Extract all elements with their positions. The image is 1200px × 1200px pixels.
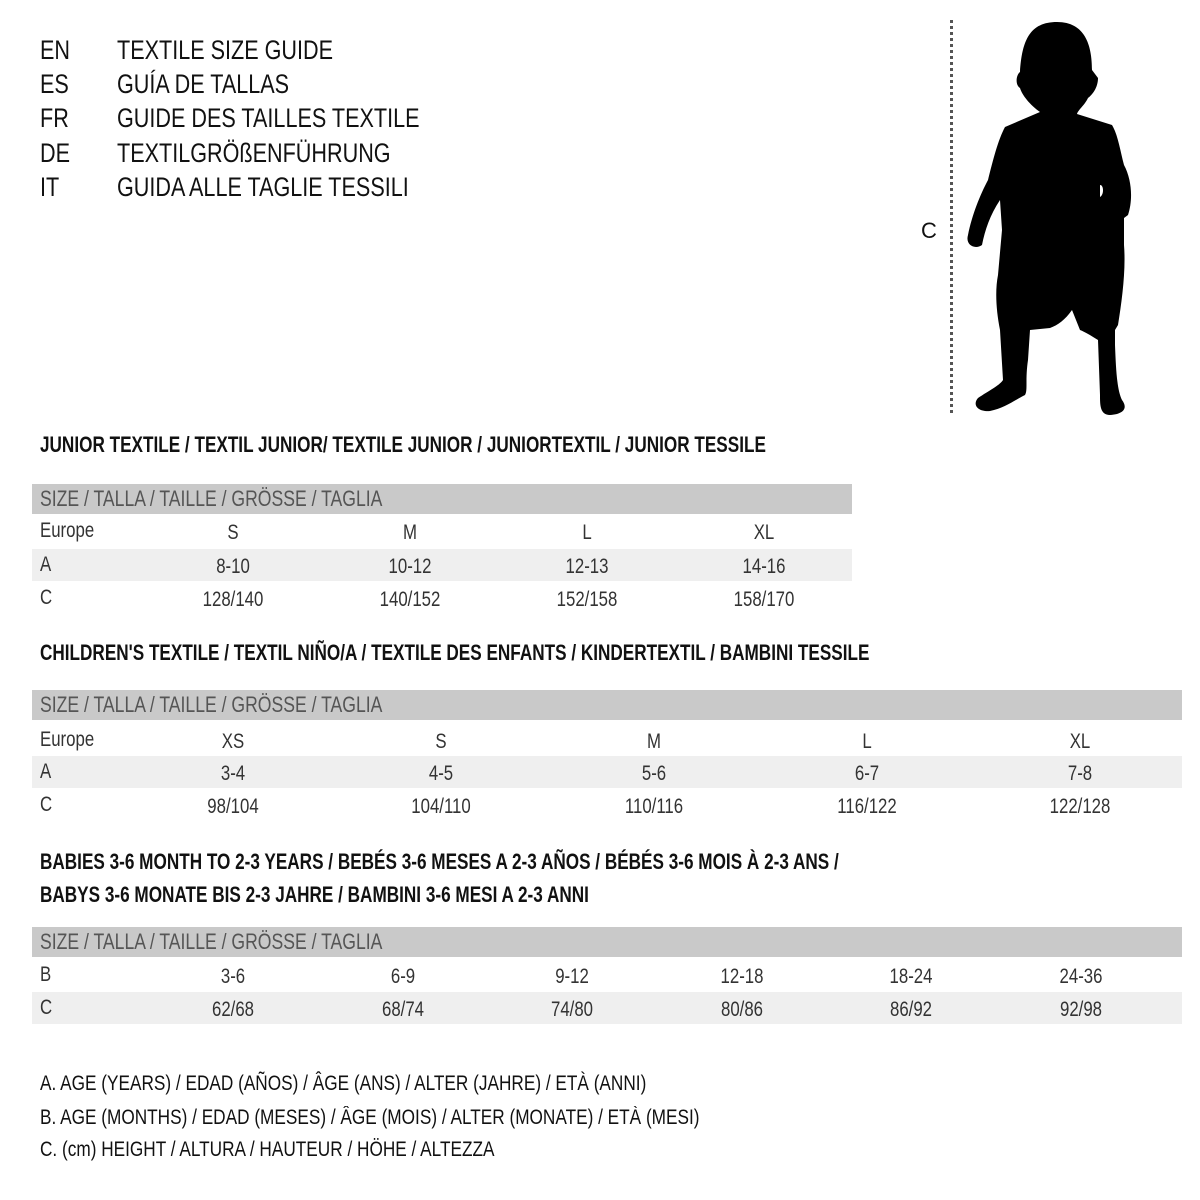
table-cell: 116/122 xyxy=(837,795,897,818)
language-code: EN xyxy=(40,33,78,67)
table-cell: 4-5 xyxy=(428,762,454,785)
language-code: IT xyxy=(40,170,64,204)
row-label: C xyxy=(40,586,53,609)
language-title-text: TEXTILE SIZE GUIDE xyxy=(117,35,334,65)
table-cell: 5-6 xyxy=(641,762,667,785)
table-cell: 128/140 xyxy=(202,588,264,611)
table-cell: 158/170 xyxy=(733,588,795,611)
table-header: SIZE / TALLA / TAILLE / GRÖSSE / TAGLIA xyxy=(40,929,468,955)
table-cell: 6-9 xyxy=(390,965,416,988)
table-cell: 12-13 xyxy=(565,555,609,578)
table-row-shading xyxy=(32,756,1182,788)
section-heading: JUNIOR TEXTILE / TEXTIL JUNIOR/ TEXTILE … xyxy=(40,432,971,458)
table-cell: 12-18 xyxy=(720,965,764,988)
table-cell: M xyxy=(403,521,417,544)
table-cell: XL xyxy=(1069,730,1091,753)
table-header: SIZE / TALLA / TAILLE / GRÖSSE / TAGLIA xyxy=(40,692,468,718)
language-title: TEXTILGRÖßENFÜHRUNG xyxy=(117,136,459,170)
table-row-shading xyxy=(32,549,852,581)
language-code: FR xyxy=(40,101,76,135)
table-cell: 86/92 xyxy=(889,998,933,1021)
table-cell: 9-12 xyxy=(555,965,589,988)
table-cell: M xyxy=(647,730,661,753)
table-cell: 7-8 xyxy=(1067,762,1093,785)
table-cell: 14-16 xyxy=(742,555,786,578)
section-heading-text: BABIES 3-6 MONTH TO 2-3 YEARS / BEBÉS 3-… xyxy=(40,849,839,874)
language-title: TEXTILE SIZE GUIDE xyxy=(117,33,387,67)
language-code-text: FR xyxy=(40,103,69,133)
footnote-text: B. AGE (MONTHS) / EDAD (MESES) / ÂGE (MO… xyxy=(40,1106,700,1129)
height-measure-label: C xyxy=(921,218,937,243)
table-cell: XL xyxy=(753,521,775,544)
footnote: B. AGE (MONTHS) / EDAD (MESES) / ÂGE (MO… xyxy=(40,1106,844,1130)
language-title: GUÍA DE TALLAS xyxy=(117,67,332,101)
table-cell: L xyxy=(582,521,592,544)
section-heading: BABYS 3-6 MONATE BIS 2-3 JAHRE / BAMBINI… xyxy=(40,882,744,908)
table-header-text: SIZE / TALLA / TAILLE / GRÖSSE / TAGLIA xyxy=(40,929,383,954)
table-cell: 3-6 xyxy=(220,965,246,988)
row-label: A xyxy=(40,760,52,783)
language-code-text: EN xyxy=(40,35,71,65)
table-cell: 68/74 xyxy=(381,998,425,1021)
table-header-text: SIZE / TALLA / TAILLE / GRÖSSE / TAGLIA xyxy=(40,486,383,511)
table-cell: S xyxy=(227,521,239,544)
table-cell: S xyxy=(435,730,447,753)
table-row-shading xyxy=(32,992,1182,1024)
table-cell: 3-4 xyxy=(220,762,246,785)
table-header-band xyxy=(32,927,1182,957)
footnote: C. (cm) HEIGHT / ALTURA / HAUTEUR / HÖHE… xyxy=(40,1138,594,1162)
table-cell: 140/152 xyxy=(379,588,441,611)
table-header-band xyxy=(32,690,1182,720)
table-cell: 80/86 xyxy=(720,998,764,1021)
row-label: Europe xyxy=(40,728,95,751)
table-cell: 122/128 xyxy=(1049,795,1111,818)
language-title-text: GUÍA DE TALLAS xyxy=(117,69,290,99)
table-cell: XS xyxy=(221,730,245,753)
language-title: GUIDA ALLE TAGLIE TESSILI xyxy=(117,170,482,204)
language-title: GUIDE DES TAILLES TEXTILE xyxy=(117,101,495,135)
language-code-text: IT xyxy=(40,172,60,202)
table-cell: 98/104 xyxy=(207,795,259,818)
language-title-text: GUIDA ALLE TAGLIE TESSILI xyxy=(117,172,409,202)
language-code-text: ES xyxy=(40,69,69,99)
table-header-text: SIZE / TALLA / TAILLE / GRÖSSE / TAGLIA xyxy=(40,692,383,717)
table-cell: 24-36 xyxy=(1059,965,1103,988)
table-header-band xyxy=(32,484,852,514)
table-cell: 110/116 xyxy=(624,795,684,818)
section-heading-text: BABYS 3-6 MONATE BIS 2-3 JAHRE / BAMBINI… xyxy=(40,882,589,907)
footnote: A. AGE (YEARS) / EDAD (AÑOS) / ÂGE (ANS)… xyxy=(40,1072,779,1096)
section-heading-text: CHILDREN'S TEXTILE / TEXTIL NIÑO/A / TEX… xyxy=(40,640,870,665)
footnote-text: A. AGE (YEARS) / EDAD (AÑOS) / ÂGE (ANS)… xyxy=(40,1072,647,1095)
row-label: Europe xyxy=(40,519,95,542)
table-cell: 8-10 xyxy=(216,555,250,578)
table-cell: 10-12 xyxy=(388,555,432,578)
row-label: B xyxy=(40,963,52,986)
row-label: C xyxy=(40,996,53,1019)
child-silhouette-icon xyxy=(967,22,1132,415)
section-heading-text: JUNIOR TEXTILE / TEXTIL JUNIOR/ TEXTILE … xyxy=(40,432,766,457)
section-heading: BABIES 3-6 MONTH TO 2-3 YEARS / BEBÉS 3-… xyxy=(40,849,1064,875)
language-code-text: DE xyxy=(40,138,71,168)
row-label: A xyxy=(40,553,52,576)
table-cell: 74/80 xyxy=(550,998,594,1021)
table-header: SIZE / TALLA / TAILLE / GRÖSSE / TAGLIA xyxy=(40,486,468,512)
table-cell: 6-7 xyxy=(854,762,880,785)
table-cell: 18-24 xyxy=(889,965,933,988)
height-measure-line xyxy=(950,20,953,413)
language-title-text: TEXTILGRÖßENFÜHRUNG xyxy=(117,138,391,168)
table-cell: 104/110 xyxy=(411,795,471,818)
table-cell: 92/98 xyxy=(1059,998,1103,1021)
footnote-text: C. (cm) HEIGHT / ALTURA / HAUTEUR / HÖHE… xyxy=(40,1138,495,1161)
language-title-text: GUIDE DES TAILLES TEXTILE xyxy=(117,103,420,133)
section-heading: CHILDREN'S TEXTILE / TEXTIL NIÑO/A / TEX… xyxy=(40,640,1103,666)
language-code: DE xyxy=(40,136,78,170)
table-cell: L xyxy=(862,730,872,753)
table-cell: 62/68 xyxy=(211,998,255,1021)
row-label: C xyxy=(40,793,53,816)
table-cell: 152/158 xyxy=(556,588,618,611)
language-code: ES xyxy=(40,67,76,101)
